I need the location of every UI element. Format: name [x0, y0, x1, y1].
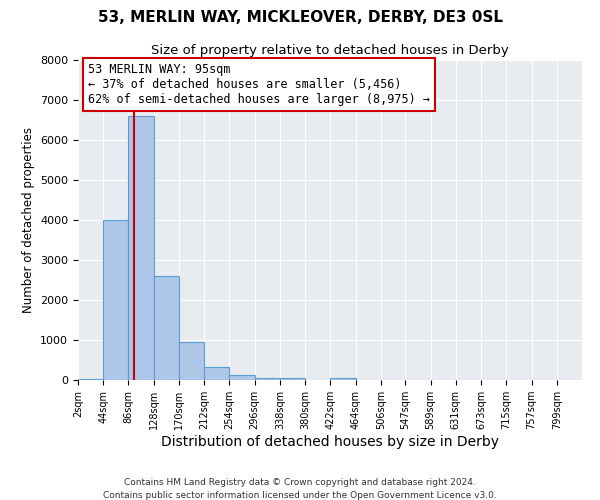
- Bar: [154, 276, 179, 380]
- Bar: [78, 379, 103, 380]
- Y-axis label: Number of detached properties: Number of detached properties: [22, 127, 35, 313]
- Bar: [103, 220, 128, 380]
- Bar: [229, 375, 254, 380]
- Bar: [280, 378, 305, 380]
- Text: 53 MERLIN WAY: 95sqm
← 37% of detached houses are smaller (5,456)
62% of semi-de: 53 MERLIN WAY: 95sqm ← 37% of detached h…: [88, 63, 430, 106]
- X-axis label: Distribution of detached houses by size in Derby: Distribution of detached houses by size …: [161, 435, 499, 449]
- Bar: [179, 342, 204, 380]
- Bar: [331, 378, 356, 380]
- Text: 53, MERLIN WAY, MICKLEOVER, DERBY, DE3 0SL: 53, MERLIN WAY, MICKLEOVER, DERBY, DE3 0…: [97, 10, 503, 25]
- Text: Contains HM Land Registry data © Crown copyright and database right 2024.
Contai: Contains HM Land Registry data © Crown c…: [103, 478, 497, 500]
- Bar: [128, 116, 154, 380]
- Title: Size of property relative to detached houses in Derby: Size of property relative to detached ho…: [151, 44, 509, 58]
- Bar: [204, 367, 229, 380]
- Bar: [254, 378, 280, 380]
